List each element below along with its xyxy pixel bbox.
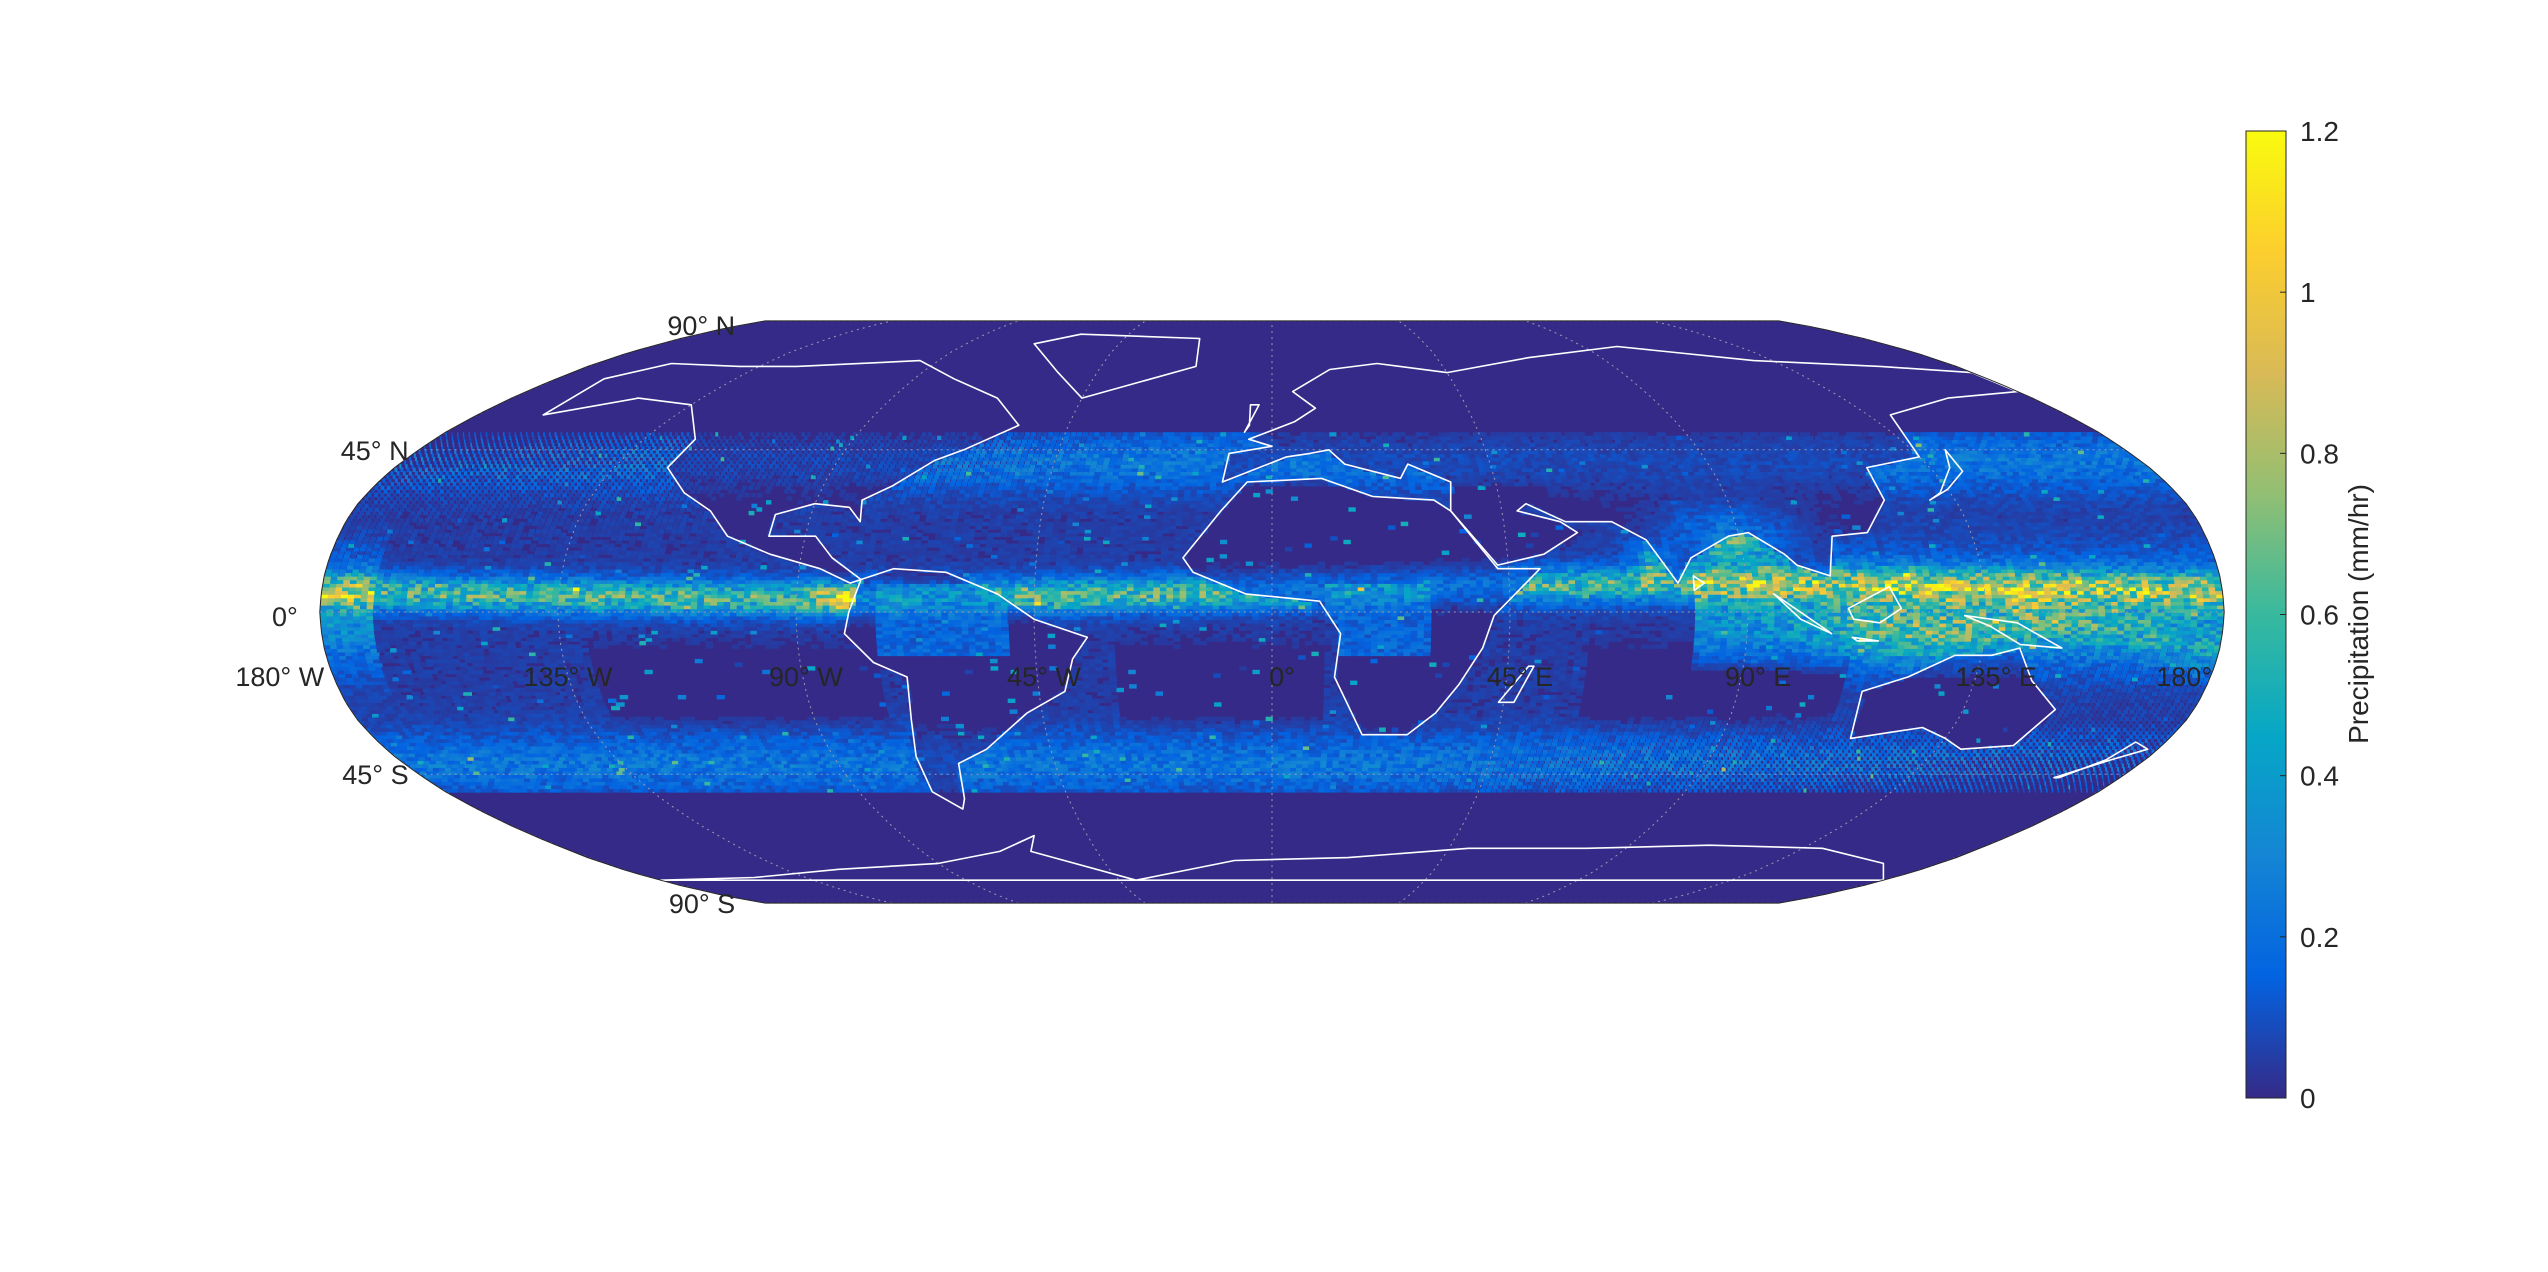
coastline-path: [1773, 593, 1833, 635]
coastlines: [542, 333, 2149, 881]
colorbar-tick-label: 0.4: [2300, 761, 2339, 792]
coastline-path: [1964, 614, 2063, 649]
map-outline: [319, 320, 2225, 904]
colorbar-tick-label: 0.6: [2300, 600, 2339, 631]
latitude-labels: 90° N 45° N 0° 45° S 90° S: [272, 311, 735, 919]
latitude-label: 0°: [272, 602, 298, 632]
coastline-path: [1182, 477, 1541, 736]
coastline-path: [1221, 345, 2019, 584]
colorbar-tick-label: 0: [2300, 1083, 2316, 1114]
coastline-path: [1243, 404, 1260, 433]
colorbar-ticks: 0 0.2 0.4 0.6 0.8 1 1.2: [2280, 116, 2339, 1114]
longitude-label: 135° E: [1956, 662, 2037, 692]
latitude-label: 90° S: [669, 889, 735, 919]
colorbar-tick-label: 1.2: [2300, 116, 2339, 147]
coastline-path: [1849, 647, 2057, 750]
map-frame: [319, 320, 2225, 904]
colorbar-scale: [2245, 130, 2287, 1099]
longitude-label: 0°: [1269, 662, 1295, 692]
coastline-path: [2053, 741, 2149, 779]
coastline-path: [1033, 333, 1201, 399]
coastline-path: [659, 834, 1885, 881]
coastline-path: [1929, 449, 1964, 501]
colorbar-label: Precipitation (mm/hr): [2343, 484, 2374, 744]
colorbar-tick-label: 1: [2300, 277, 2316, 308]
colorbar: 0 0.2 0.4 0.6 0.8 1 1.2 Precipitation (mm/hr): [2245, 116, 2374, 1114]
latitude-label: 45° S: [342, 760, 408, 790]
coastline-path: [1847, 585, 1903, 624]
latitude-label: 90° N: [667, 311, 735, 341]
longitude-label: 90° W: [769, 662, 843, 692]
coastline-path: [1497, 665, 1535, 704]
longitude-label: 45° W: [1007, 662, 1081, 692]
coastline-path: [843, 567, 1089, 810]
meridian-line: [1525, 320, 1749, 904]
colorbar-tick-label: 0.8: [2300, 438, 2339, 469]
longitude-label: 135° W: [523, 662, 612, 692]
longitude-label: 180°: [2156, 662, 2212, 692]
coastline-path: [1851, 636, 1880, 642]
latitude-label: 45° N: [341, 436, 409, 466]
precipitation-grid: [319, 432, 2225, 793]
meridian-line: [795, 320, 1019, 904]
longitude-label: 180° W: [235, 662, 324, 692]
colorbar-tick-label: 0.2: [2300, 922, 2339, 953]
coastline-path: [1692, 575, 1706, 592]
longitude-label: 45° E: [1487, 662, 1553, 692]
coastline-path: [542, 359, 1020, 584]
longitude-label: 90° E: [1725, 662, 1791, 692]
longitude-labels: 180° W 135° W 90° W 45° W 0° 45° E 90° E 135° E…: [235, 662, 2212, 692]
